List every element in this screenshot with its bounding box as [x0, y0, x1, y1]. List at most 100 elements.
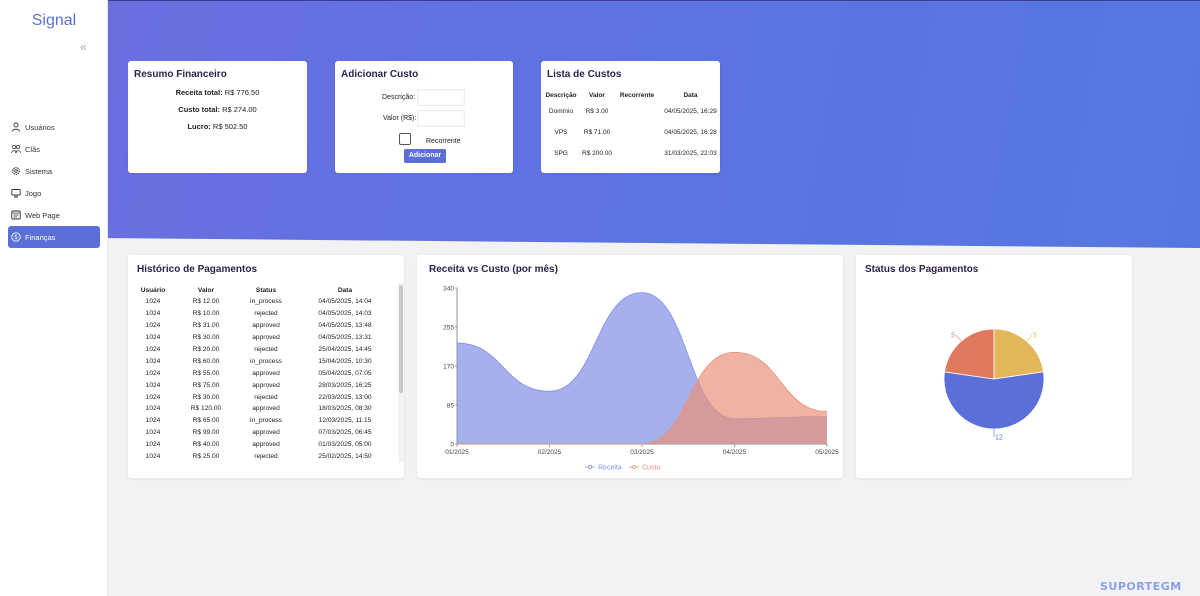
- chart-title: Status dos Pagamentos: [865, 264, 979, 275]
- table-row: 1024 R$ 12.00 in_process 04/05/2025, 14:04: [132, 296, 396, 308]
- gear-icon: [12, 167, 20, 175]
- cell: 1024: [145, 453, 161, 461]
- cell: 12/03/2025, 11:15: [318, 417, 372, 425]
- cell: R$ 3.00: [585, 108, 609, 115]
- cell: 18/03/2025, 08:30: [318, 405, 372, 413]
- cell: approved: [252, 381, 280, 389]
- sidebar-item-label: Jogo: [25, 188, 42, 198]
- legend-label: Custo: [642, 465, 660, 472]
- cell: approved: [252, 322, 280, 330]
- cell: SPG: [554, 150, 568, 157]
- legend-marker: [588, 465, 592, 469]
- column-header: Data: [337, 286, 353, 294]
- cell: Domínio: [548, 108, 574, 115]
- x-tick-label: 03/2025: [630, 449, 654, 456]
- recorrente-label: Recorrente: [426, 138, 461, 145]
- lista-custos-card: Lista de Custos Descrição Valor Recorren…: [541, 61, 720, 173]
- browser-icon: [11, 210, 21, 220]
- cell: R$ 71.00: [583, 129, 611, 136]
- column-header: Usuário: [140, 286, 166, 294]
- area-chart: 0 85 170 255 340 01/2025 02/2025 03/2025 04/2025…: [443, 286, 839, 472]
- cell: R$ 75.00: [192, 381, 220, 389]
- cell: R$ 20.00: [192, 346, 220, 353]
- x-tick-label: 01/2025: [445, 449, 469, 456]
- x-tick-label: 04/2025: [723, 449, 747, 456]
- cell: 04/05/2025, 16:28: [664, 129, 717, 136]
- cell: rejected: [254, 310, 278, 318]
- x-tick-label: 05/2025: [815, 449, 839, 456]
- cell: in_process: [250, 357, 282, 365]
- table-row: 1024 R$ 120.00 approved 18/03/2025, 08:30: [132, 403, 396, 415]
- cell: 1024: [145, 357, 161, 365]
- svg-text:$: $: [14, 234, 18, 241]
- column-header: Valor: [197, 286, 215, 294]
- cell: 04/05/2025, 16:29: [664, 108, 717, 115]
- sidebar-item-web-page[interactable]: Web Page: [8, 204, 100, 226]
- cell: [613, 122, 661, 143]
- x-tick-label: 02/2025: [538, 449, 562, 456]
- cell: R$ 30.00: [192, 393, 220, 401]
- cell: R$ 10.00: [192, 310, 220, 318]
- recorrente-checkbox[interactable]: [399, 133, 411, 145]
- cell: R$ 12.00: [192, 298, 220, 306]
- descricao-input[interactable]: [417, 89, 465, 106]
- table-row: 1024 R$ 60.00 in_process 15/04/2025, 10:30: [132, 355, 396, 367]
- cell: rejected: [254, 393, 278, 401]
- table-row: 1024 R$ 10.00 rejected 04/05/2025, 14:03: [132, 308, 396, 320]
- cell: R$ 30.00: [192, 334, 220, 342]
- sidebar-item-usuarios[interactable]: Usuários: [8, 116, 100, 138]
- legend-label: Receita: [598, 465, 622, 472]
- cell: R$ 99.00: [192, 429, 220, 437]
- cell: 04/05/2025, 14:04: [318, 298, 372, 306]
- card-title: Adicionar Custo: [341, 69, 419, 80]
- lucro-value: R$ 502.50: [212, 122, 248, 131]
- cell: 1024: [145, 298, 161, 306]
- pie-label-line: [955, 334, 962, 342]
- legend-marker: [632, 465, 636, 469]
- cell: 1024: [145, 381, 161, 389]
- cell: 07/03/2025, 06:45: [318, 429, 372, 437]
- receita-total: Receita total: R$ 776.50: [128, 88, 307, 105]
- sidebar: Signal « Usuários Clãs Sistema Jogo Web …: [0, 0, 108, 596]
- cell: [613, 143, 661, 164]
- sidebar-item-label: Sistema: [25, 166, 53, 176]
- descricao-label: Descrição:: [382, 94, 416, 101]
- scrollbar-thumb[interactable]: [399, 285, 403, 393]
- valor-label: Valor (R$):: [383, 115, 417, 122]
- pie-label: 5: [1033, 333, 1037, 340]
- table-row: 1024 R$ 20.00 rejected 25/04/2025, 14:45: [132, 344, 396, 356]
- valor-input[interactable]: [417, 110, 465, 127]
- table-row: SPG R$ 200.00 31/03/2025, 22:03: [541, 143, 720, 164]
- cell: approved: [252, 429, 280, 437]
- cell: 04/05/2025, 14:03: [318, 310, 372, 318]
- cell: approved: [252, 369, 280, 377]
- pie-label-line: [1026, 334, 1033, 342]
- collapse-sidebar-icon[interactable]: «: [80, 40, 87, 54]
- cell: 22/03/2025, 13:00: [318, 393, 372, 401]
- cell: R$ 31.00: [192, 322, 220, 330]
- cell: VPS: [554, 129, 568, 136]
- cell: 04/05/2025, 13:31: [318, 334, 372, 342]
- cell: R$ 40.00: [192, 441, 220, 449]
- sidebar-item-clas[interactable]: Clãs: [8, 138, 100, 160]
- sidebar-item-financas[interactable]: $ Finanças: [8, 226, 100, 248]
- table-row: 1024 R$ 25.00 rejected 25/02/2025, 14:50: [132, 451, 396, 463]
- cell: 01/03/2025, 05:00: [318, 441, 372, 449]
- cell: 1024: [145, 429, 161, 437]
- y-tick-label: 170: [443, 364, 454, 371]
- pie-slice: [993, 328, 1044, 380]
- sidebar-item-label: Finanças: [25, 232, 56, 242]
- receita-vs-custo-card: Receita vs Custo (por mês) 0 85 170 255 340 0…: [417, 255, 843, 478]
- table-row: 1024 R$ 99.00 approved 07/03/2025, 06:45: [132, 427, 396, 439]
- table-row: 1024 R$ 30.00 rejected 22/03/2025, 13:00: [132, 391, 396, 403]
- custo-total: Custo total: R$ 274.00: [128, 105, 307, 122]
- adicionar-button[interactable]: Adicionar: [404, 149, 446, 163]
- cell: 28/03/2025, 16:25: [318, 381, 372, 389]
- cell: rejected: [254, 346, 278, 353]
- pagamentos-table: Usuário Valor Status Data 1024 R$ 12.00 in…: [132, 284, 396, 462]
- column-header: Descrição: [545, 91, 577, 99]
- sidebar-item-jogo[interactable]: Jogo: [8, 182, 100, 204]
- series-line-custo: [456, 351, 828, 445]
- sidebar-item-sistema[interactable]: Sistema: [8, 160, 100, 182]
- app-brand[interactable]: Signal: [31, 12, 77, 29]
